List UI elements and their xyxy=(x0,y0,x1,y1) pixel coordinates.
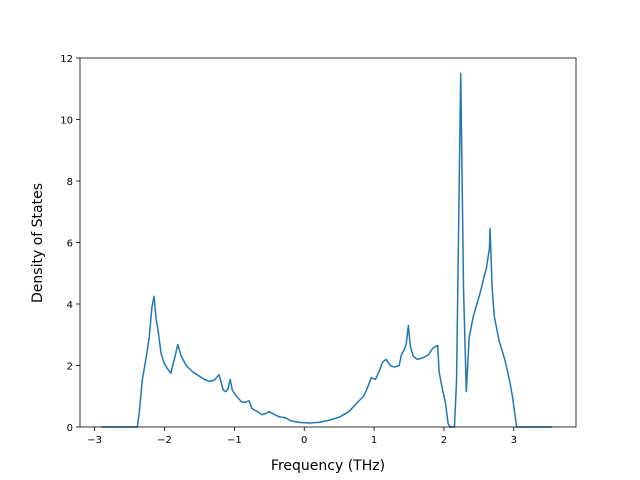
y-tick-label: 4 xyxy=(67,300,73,311)
x-tick-label: −1 xyxy=(227,435,242,446)
y-tick-label: 8 xyxy=(67,177,73,188)
x-tick-label: −3 xyxy=(87,435,102,446)
x-axis-label: Frequency (THz) xyxy=(271,458,385,474)
x-tick-label: 1 xyxy=(371,435,377,446)
y-tick-label: 0 xyxy=(67,423,73,434)
x-tick-label: −2 xyxy=(157,435,172,446)
y-tick-label: 12 xyxy=(60,54,73,65)
y-tick-label: 6 xyxy=(67,239,73,250)
line-series xyxy=(100,72,553,428)
plot-frame xyxy=(79,57,577,428)
x-tick-label: 2 xyxy=(441,435,447,446)
y-axis-label: Density of States xyxy=(30,183,46,303)
y-tick-label: 2 xyxy=(67,362,73,373)
x-tick-label: 0 xyxy=(301,435,307,446)
y-tick-label: 10 xyxy=(60,116,73,127)
x-tick-label: 3 xyxy=(511,435,517,446)
